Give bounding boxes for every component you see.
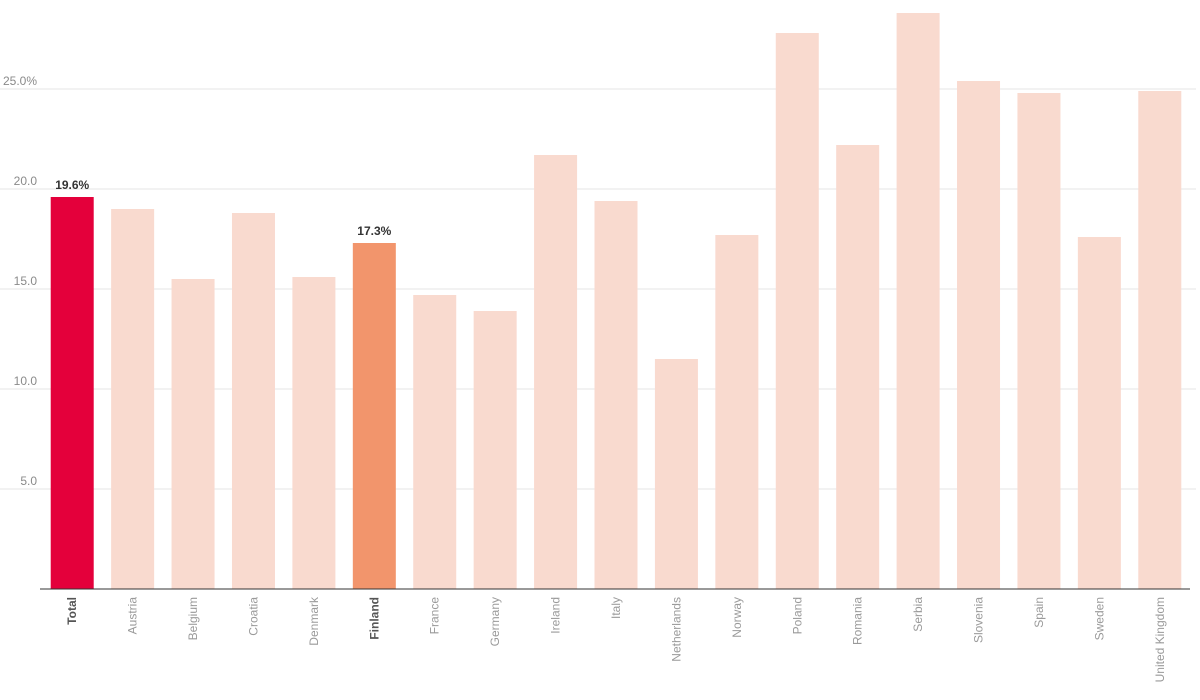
x-tick-label-france: France xyxy=(428,597,442,635)
bar-norway[interactable] xyxy=(715,235,759,589)
bar-netherlands[interactable] xyxy=(654,359,698,589)
bar-germany[interactable] xyxy=(473,311,517,589)
bar-belgium[interactable] xyxy=(171,279,215,589)
data-label-finland: 17.3% xyxy=(357,224,391,238)
bar-france[interactable] xyxy=(413,295,457,589)
y-tick-label: 25.0% xyxy=(3,74,37,88)
x-axis-ticks: Total Austria Belgium Croatia Denmark Finland… xyxy=(65,596,1167,682)
x-tick-label-croatia: Croatia xyxy=(246,597,260,636)
x-tick-label-ireland: Ireland xyxy=(549,597,563,634)
y-tick-label: 20.0 xyxy=(14,174,38,188)
x-tick-label-poland: Poland xyxy=(790,597,804,634)
bar-united-kingdom[interactable] xyxy=(1138,91,1182,589)
bar-denmark[interactable] xyxy=(292,277,336,589)
bar-croatia[interactable] xyxy=(231,213,275,589)
x-tick-label-sweden: Sweden xyxy=(1092,597,1106,640)
x-tick-label-austria: Austria xyxy=(126,597,140,635)
bar-romania[interactable] xyxy=(836,145,880,589)
bar-slovenia[interactable] xyxy=(957,81,1001,589)
x-tick-label-united-kingdom: United Kingdom xyxy=(1153,597,1167,682)
bar-austria[interactable] xyxy=(111,209,155,589)
bar-poland[interactable] xyxy=(775,33,819,589)
data-label-total: 19.6% xyxy=(55,178,89,192)
y-axis-ticks: 5.0 10.0 15.0 20.0 25.0% xyxy=(3,74,37,488)
x-tick-label-denmark: Denmark xyxy=(307,596,321,646)
x-tick-label-belgium: Belgium xyxy=(186,597,200,640)
bar-italy[interactable] xyxy=(594,201,638,589)
x-tick-label-finland: Finland xyxy=(367,597,381,640)
x-tick-label-italy: Italy xyxy=(609,597,623,619)
bar-finland[interactable] xyxy=(352,243,396,589)
x-tick-label-slovenia: Slovenia xyxy=(972,597,986,643)
x-tick-label-germany: Germany xyxy=(488,597,502,646)
y-tick-label: 15.0 xyxy=(14,274,38,288)
x-tick-label-serbia: Serbia xyxy=(911,597,925,632)
x-tick-label-norway: Norway xyxy=(730,597,744,638)
bar-sweden[interactable] xyxy=(1077,237,1121,589)
bar-spain[interactable] xyxy=(1017,93,1061,589)
bar-serbia[interactable] xyxy=(896,13,940,589)
x-tick-label-total: Total xyxy=(65,597,79,625)
bar-ireland[interactable] xyxy=(534,155,578,589)
data-labels: 19.6% 17.3% xyxy=(55,178,391,238)
y-tick-label: 5.0 xyxy=(20,474,37,488)
x-tick-label-netherlands: Netherlands xyxy=(669,597,683,662)
x-tick-label-spain: Spain xyxy=(1032,597,1046,628)
bars xyxy=(50,13,1182,589)
y-tick-label: 10.0 xyxy=(14,374,38,388)
bar-total[interactable] xyxy=(50,197,94,589)
x-tick-label-romania: Romania xyxy=(851,597,865,645)
